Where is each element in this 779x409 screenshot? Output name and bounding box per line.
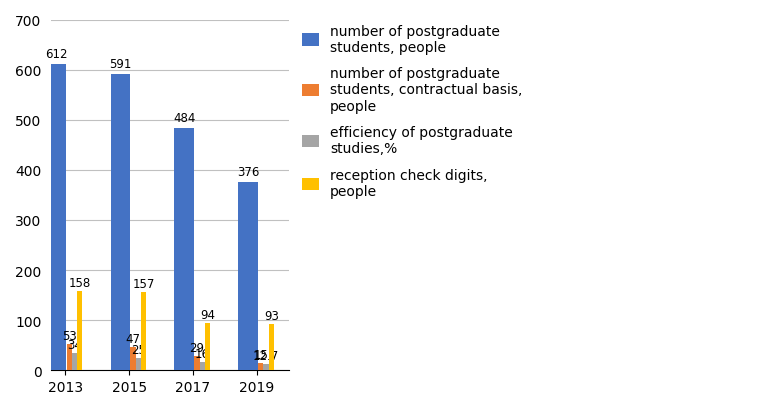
Bar — [111, 75, 130, 371]
Bar — [136, 358, 141, 371]
Bar — [130, 347, 136, 371]
Text: 158: 158 — [69, 276, 91, 290]
Legend: number of postgraduate
students, people, number of postgraduate
students, contra: number of postgraduate students, people,… — [298, 20, 527, 203]
Bar — [263, 364, 269, 371]
Text: 47: 47 — [125, 332, 140, 345]
Bar — [269, 324, 274, 371]
Text: 612: 612 — [45, 47, 68, 61]
Bar — [174, 128, 194, 371]
Text: 15: 15 — [253, 348, 268, 361]
Text: 34: 34 — [67, 338, 82, 351]
Text: 94: 94 — [200, 308, 215, 321]
Text: 29: 29 — [189, 341, 204, 354]
Text: 157: 157 — [132, 277, 155, 290]
Text: 591: 591 — [109, 58, 132, 71]
Bar — [205, 324, 210, 371]
Bar — [194, 356, 199, 371]
Text: 53: 53 — [62, 329, 76, 342]
Text: 376: 376 — [237, 166, 259, 178]
Bar — [238, 182, 258, 371]
Text: 16: 16 — [195, 347, 210, 360]
Text: 25: 25 — [131, 343, 146, 356]
Bar — [47, 65, 66, 371]
Bar — [77, 291, 83, 371]
Bar — [258, 363, 263, 371]
Text: 12.7: 12.7 — [253, 349, 279, 362]
Text: 484: 484 — [173, 112, 196, 124]
Bar — [199, 362, 205, 371]
Bar — [72, 353, 77, 371]
Bar — [66, 344, 72, 371]
Bar — [141, 292, 146, 371]
Text: 93: 93 — [264, 309, 279, 322]
